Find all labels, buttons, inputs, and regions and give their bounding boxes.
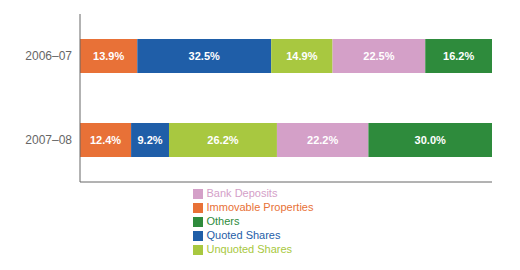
svg-text:9.2%: 9.2% (138, 134, 163, 146)
svg-text:22.5%: 22.5% (363, 50, 394, 62)
svg-text:16.2%: 16.2% (443, 50, 474, 62)
html-text:Unquoted Shares: Unquoted Shares (206, 243, 293, 255)
html-text:Quoted Shares: Quoted Shares (206, 229, 281, 241)
svg-text:2007–08: 2007–08 (25, 133, 72, 147)
svg-text:14.9%: 14.9% (286, 50, 317, 62)
html-text:Others: Others (206, 215, 240, 227)
svg-text:22.2%: 22.2% (307, 134, 338, 146)
svg-text:32.5%: 32.5% (189, 50, 220, 62)
svg-text:13.9%: 13.9% (93, 50, 124, 62)
svg-text:26.2%: 26.2% (207, 134, 238, 146)
svg-text:12.4%: 12.4% (90, 134, 121, 146)
svg-text:30.0%: 30.0% (415, 134, 446, 146)
html-text:Immovable Properties: Immovable Properties (206, 201, 314, 213)
html-text:Bank Deposits: Bank Deposits (206, 187, 278, 199)
svg-text:2006–07: 2006–07 (25, 49, 72, 63)
